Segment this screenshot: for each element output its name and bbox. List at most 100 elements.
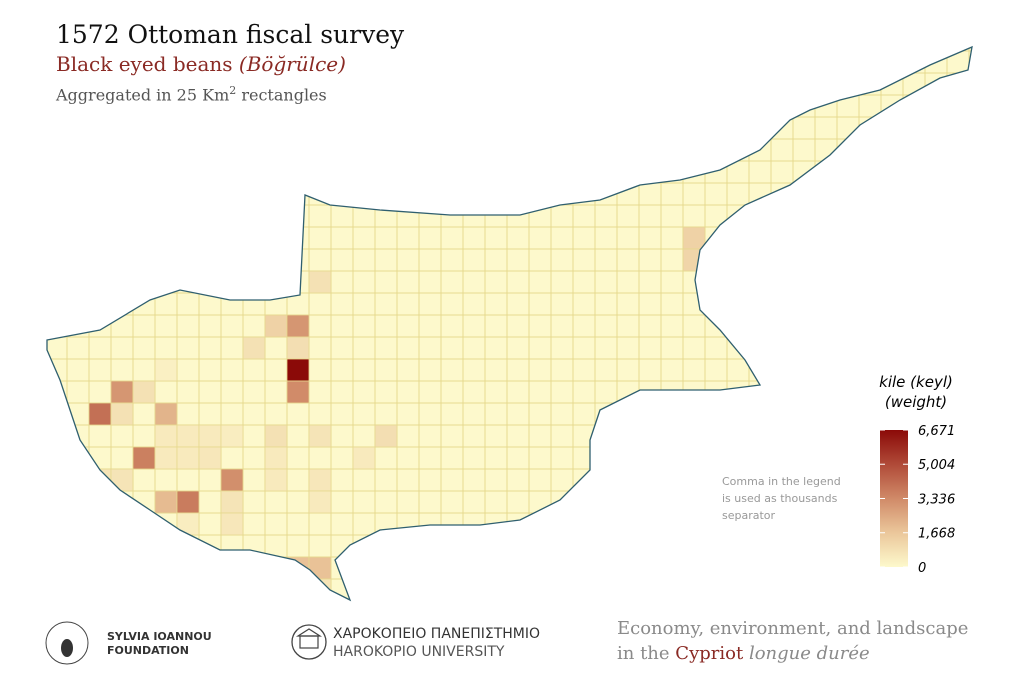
data-cell [110, 402, 134, 426]
grid-cell [924, 94, 948, 118]
grid-cell [264, 138, 288, 162]
grid-cell [704, 72, 728, 96]
grid-cell [572, 512, 596, 536]
grid-cell [484, 534, 508, 558]
grid-cell [704, 292, 728, 316]
grid-cell [748, 314, 772, 338]
subtitle-italic: (Böğrülce) [238, 52, 346, 76]
grid-cell [748, 248, 772, 272]
tagline-line: in the Cypriot longue durée [617, 641, 968, 666]
grid-cell [220, 556, 244, 580]
grid-cell [330, 94, 354, 118]
grid-cell [198, 182, 222, 206]
grid-cell [880, 336, 904, 360]
grid-cell [682, 468, 706, 492]
grid-cell [902, 160, 926, 184]
grid-cell [440, 138, 464, 162]
grid-cell [726, 314, 750, 338]
data-cell [154, 490, 178, 514]
grid-cell [462, 50, 486, 74]
grid-cell [594, 116, 618, 140]
grid-cell [198, 556, 222, 580]
grid-cell [66, 226, 90, 250]
grid-cell [352, 182, 376, 206]
data-cell [308, 578, 332, 600]
grid-cell [836, 270, 860, 294]
grid-cell [374, 160, 398, 184]
grid-cell [308, 116, 332, 140]
grid-cell [572, 534, 596, 558]
grid-cell [418, 116, 442, 140]
grid-cell [198, 270, 222, 294]
grid-cell [132, 534, 156, 558]
grid-cell [704, 248, 728, 272]
grid-cell [616, 160, 640, 184]
grid-cell [572, 94, 596, 118]
grid-cell [132, 116, 156, 140]
grid-cell [836, 578, 860, 600]
data-cell [286, 380, 310, 404]
grid-cell [572, 556, 596, 580]
grid-cell [638, 446, 662, 470]
grid-cell [286, 116, 310, 140]
foundation-name: SYLVIA IOANNOU [107, 630, 212, 643]
grid-cell [132, 182, 156, 206]
grid-cell [88, 160, 112, 184]
grid-cell [770, 402, 794, 426]
grid-cell [836, 424, 860, 448]
grid-cell [176, 578, 200, 600]
grid-cell [47, 182, 68, 206]
grid-cell [836, 226, 860, 250]
grid-cell [440, 47, 464, 52]
grid-cell [198, 138, 222, 162]
grid-cell [924, 270, 948, 294]
grid-cell [616, 138, 640, 162]
grid-cell [572, 138, 596, 162]
grid-cell [374, 182, 398, 206]
grid-cell [726, 578, 750, 600]
data-cell [220, 424, 244, 448]
grid-cell [770, 94, 794, 118]
grid-cell [462, 534, 486, 558]
data-cell [154, 424, 178, 448]
grid-cell [880, 47, 904, 52]
grid-cell [594, 94, 618, 118]
grid-cell [154, 138, 178, 162]
data-cell [286, 336, 310, 360]
grid-cell [792, 358, 816, 382]
grid-cell [198, 248, 222, 272]
grid-cell [770, 270, 794, 294]
grid-cell [748, 47, 772, 52]
grid-cell [132, 270, 156, 294]
grid-cell [308, 160, 332, 184]
grid-cell [594, 578, 618, 600]
grid-cell [660, 512, 684, 536]
grid-cell [220, 226, 244, 250]
grid-cell [748, 556, 772, 580]
grid-cell [264, 160, 288, 184]
grid-cell [726, 534, 750, 558]
grid-cell [198, 116, 222, 140]
grid-cell [550, 556, 574, 580]
grid-cell [638, 402, 662, 426]
grid-cell [770, 358, 794, 382]
grid-cell [506, 50, 530, 74]
grid-cell [814, 72, 838, 96]
grid-cell [264, 556, 288, 580]
grid-cell [264, 270, 288, 294]
grid-cell [638, 47, 662, 52]
grid-cell [110, 182, 134, 206]
grid-cell [506, 160, 530, 184]
data-cell [286, 556, 310, 580]
grid-cell [242, 116, 266, 140]
grid-cell [418, 72, 442, 96]
legend-label: 0 [918, 561, 926, 576]
data-cell [132, 380, 156, 404]
grid-cell [88, 204, 112, 228]
grid-cell [968, 512, 972, 536]
grid-cell [682, 116, 706, 140]
grid-cell [792, 446, 816, 470]
grid-cell [660, 446, 684, 470]
grid-cell [352, 556, 376, 580]
grid-cell [968, 468, 972, 492]
